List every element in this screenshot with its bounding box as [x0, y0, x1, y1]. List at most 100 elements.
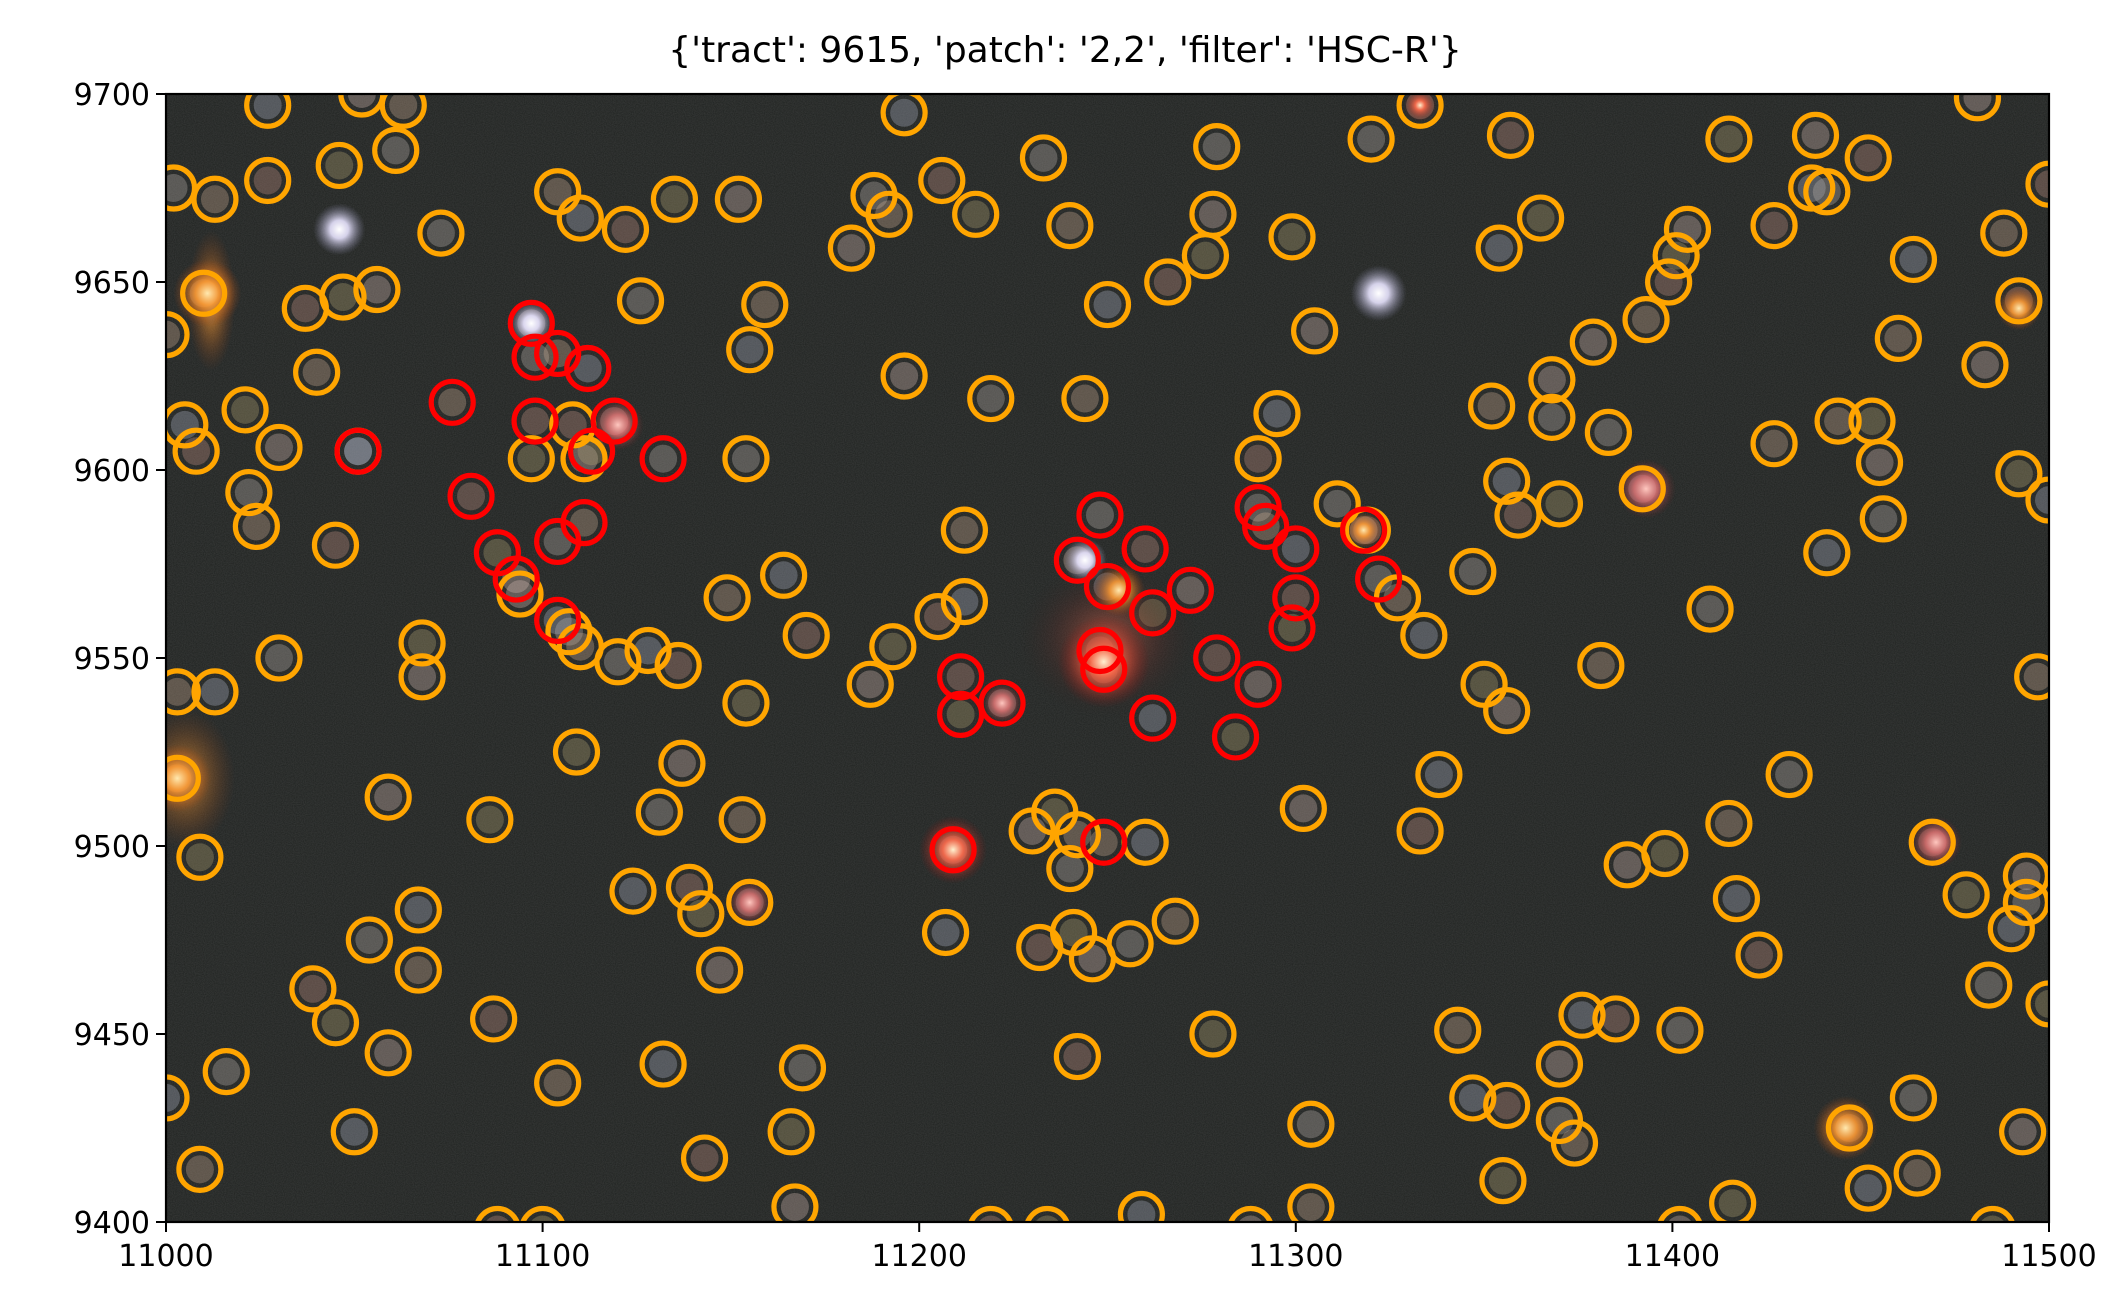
sky-source	[475, 805, 504, 834]
sky-source	[626, 286, 655, 315]
orange-detection-marker	[1735, 931, 1783, 979]
red-detection-marker	[1129, 589, 1177, 637]
sky-source	[978, 1215, 1003, 1222]
orange-detection-marker	[1569, 318, 1617, 366]
orange-detection-marker	[1656, 1006, 1704, 1054]
orange-detection-marker	[1053, 1032, 1101, 1081]
red-detection-marker	[1355, 555, 1403, 603]
orange-detection-marker	[2002, 852, 2049, 900]
sky-source	[724, 185, 753, 214]
sky-source	[302, 358, 331, 387]
orange-detection-marker	[782, 611, 830, 660]
sky-source	[1812, 538, 1841, 567]
sky-source	[329, 283, 358, 312]
orange-detection-marker	[1106, 920, 1154, 968]
orange-detection-marker	[1313, 480, 1361, 528]
sky-source	[212, 1057, 241, 1086]
orange-detection-marker	[1844, 1164, 1892, 1212]
sky-source	[1496, 121, 1525, 150]
x-tick-label: 11200	[871, 1239, 966, 1274]
orange-detection-marker	[1803, 529, 1851, 577]
red-detection-marker	[492, 555, 540, 603]
orange-detection-marker	[1400, 611, 1448, 660]
y-tick-label: 9600	[74, 454, 150, 489]
sky-source	[1899, 1083, 1928, 1112]
orange-detection-marker	[1953, 94, 2002, 122]
red-detection-marker	[1211, 713, 1260, 761]
orange-detection-marker	[658, 739, 706, 787]
red-detection-marker	[1076, 491, 1124, 539]
red-detection-marker	[937, 653, 985, 701]
y-tick-label: 9550	[74, 642, 150, 677]
sky-source	[927, 166, 956, 195]
orange-detection-marker	[714, 175, 763, 223]
sky-source	[1131, 534, 1160, 563]
orange-detection-marker	[940, 577, 988, 626]
sky-source	[1775, 760, 1804, 789]
orange-detection-marker	[616, 277, 665, 325]
orange-detection-marker	[244, 94, 292, 129]
sky-source	[1579, 328, 1608, 357]
chart-title: {'tract': 9615, 'patch': '2,2', 'filter'…	[668, 30, 1461, 71]
sky-source	[1824, 407, 1853, 436]
red-detection-marker	[1121, 525, 1169, 573]
red-detection-marker	[639, 435, 687, 483]
sky-source	[485, 1215, 510, 1222]
orange-detection-marker	[726, 878, 774, 927]
y-tick-label: 9400	[74, 1206, 150, 1241]
orange-detection-marker	[1024, 1205, 1070, 1222]
orange-detection-marker	[1415, 750, 1463, 799]
y-axis: 9400 9450 9500 9550 9600 9650 9700	[74, 78, 166, 1241]
orange-detection-marker	[1528, 356, 1576, 404]
orange-detection-marker	[1618, 465, 1666, 513]
orange-detection-marker	[771, 1183, 819, 1222]
orange-detection-marker	[330, 1108, 378, 1156]
sky-source	[1296, 1192, 1325, 1221]
sky-source	[660, 185, 689, 214]
sky-source	[1714, 125, 1743, 154]
sky-source	[408, 662, 437, 691]
sky-source	[1035, 1215, 1060, 1222]
sky-source	[2023, 662, 2049, 691]
sky-source	[517, 444, 546, 473]
orange-detection-marker	[475, 1205, 520, 1222]
x-tick-label: 11300	[1248, 1239, 1343, 1274]
y-tick-label: 9650	[74, 266, 150, 301]
orange-detection-marker	[470, 995, 518, 1043]
bright-source	[1350, 265, 1407, 322]
orange-detection-marker	[1449, 1074, 1497, 1122]
sky-source	[1409, 621, 1438, 650]
red-detection-marker	[428, 378, 476, 426]
sky-source	[1696, 595, 1725, 624]
sky-source	[1488, 1166, 1517, 1195]
sky-source	[1503, 501, 1532, 530]
sky-source	[321, 1008, 350, 1037]
red-detection-marker	[511, 397, 559, 445]
sky-source	[347, 94, 376, 108]
orange-detection-marker	[846, 660, 894, 708]
sky-source	[690, 1144, 719, 1173]
orange-detection-marker	[718, 796, 766, 844]
orange-detection-marker	[1234, 435, 1282, 483]
orange-detection-marker	[1622, 296, 1670, 344]
sky-source	[1278, 222, 1307, 251]
bright-source	[919, 815, 988, 884]
orange-detection-marker	[417, 209, 465, 257]
sky-source	[1492, 1091, 1521, 1120]
sky-source	[1952, 880, 1981, 909]
bright-source	[166, 744, 212, 813]
sky-source	[1406, 816, 1435, 845]
sky-source	[649, 1050, 678, 1079]
orange-detection-marker	[677, 890, 725, 938]
orange-detection-marker	[1083, 280, 1132, 329]
sky-source	[1899, 245, 1928, 274]
sky-source	[185, 843, 214, 872]
orange-detection-marker	[520, 1205, 565, 1222]
sky-source	[1093, 290, 1122, 319]
sky-source	[1884, 324, 1913, 353]
orange-detection-marker	[1750, 420, 1798, 468]
x-axis: 11000 11100 11200 11300 11400 11500	[118, 1222, 2097, 1274]
orange-detection-marker	[2025, 476, 2049, 524]
sky-source	[1654, 268, 1683, 296]
orange-detection-marker	[1483, 457, 1531, 505]
